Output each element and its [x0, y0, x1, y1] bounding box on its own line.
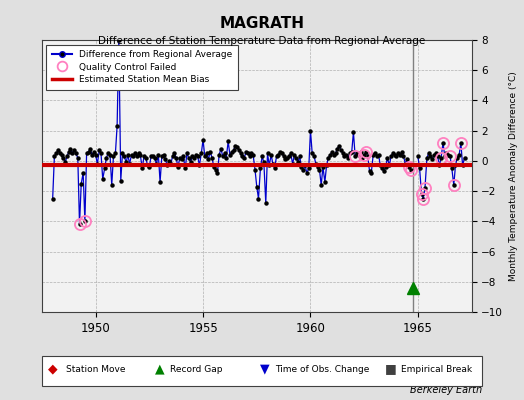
Text: MAGRATH: MAGRATH: [220, 16, 304, 31]
Text: Berkeley Earth: Berkeley Earth: [410, 385, 482, 395]
Text: ▲: ▲: [155, 362, 165, 376]
Text: Record Gap: Record Gap: [170, 364, 223, 374]
Text: ■: ■: [385, 362, 396, 376]
Text: Empirical Break: Empirical Break: [401, 364, 472, 374]
Legend: Difference from Regional Average, Quality Control Failed, Estimated Station Mean: Difference from Regional Average, Qualit…: [47, 44, 237, 90]
Text: ▼: ▼: [260, 362, 269, 376]
Y-axis label: Monthly Temperature Anomaly Difference (°C): Monthly Temperature Anomaly Difference (…: [509, 71, 518, 281]
Text: Station Move: Station Move: [66, 364, 125, 374]
Text: ◆: ◆: [48, 362, 57, 376]
Text: Time of Obs. Change: Time of Obs. Change: [275, 364, 369, 374]
Text: Difference of Station Temperature Data from Regional Average: Difference of Station Temperature Data f…: [99, 36, 425, 46]
